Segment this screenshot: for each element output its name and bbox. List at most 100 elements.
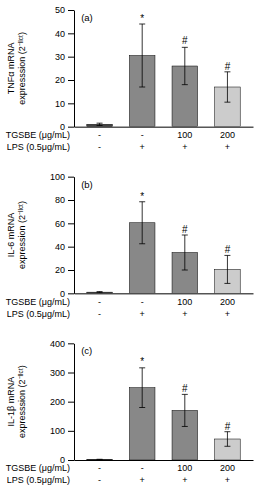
significance-marker: # bbox=[182, 35, 188, 46]
y-axis-line bbox=[74, 344, 75, 461]
y-tick: 400 bbox=[50, 339, 74, 349]
x-axis bbox=[75, 293, 254, 294]
significance-marker: # bbox=[225, 244, 231, 255]
category-label: - bbox=[141, 130, 144, 140]
category-label: + bbox=[182, 475, 187, 485]
y-axis-title: IL-1β mRNAexpresssion (2⁻ᴵᴵᶜᵗ) bbox=[6, 365, 27, 438]
y-tick-label: 20 bbox=[55, 265, 65, 275]
panel-label: (c) bbox=[81, 345, 92, 356]
y-tick-mark bbox=[68, 57, 74, 58]
y-tick-label: 300 bbox=[50, 368, 65, 378]
y-tick-label: 80 bbox=[55, 195, 65, 205]
y-tick-label: 20 bbox=[55, 75, 65, 85]
significance-marker: # bbox=[182, 383, 188, 394]
category-label: - bbox=[98, 297, 101, 307]
category-label: - bbox=[98, 463, 101, 473]
significance-marker: # bbox=[182, 224, 188, 235]
category-label: 100 bbox=[177, 130, 192, 140]
y-tick-label: 50 bbox=[55, 5, 65, 15]
error-bar bbox=[224, 432, 230, 447]
error-bar bbox=[139, 368, 145, 408]
y-axis-line bbox=[74, 11, 75, 128]
y-axis-line bbox=[74, 177, 75, 294]
y-tick-mark bbox=[68, 431, 74, 432]
category-label: - bbox=[141, 463, 144, 473]
y-tick-label: 40 bbox=[55, 242, 65, 252]
significance-marker: # bbox=[225, 421, 231, 432]
category-label: + bbox=[140, 475, 145, 485]
category-label: - bbox=[98, 475, 101, 485]
error-bar bbox=[182, 235, 188, 270]
plot-area bbox=[87, 202, 240, 294]
category-label: 200 bbox=[220, 463, 235, 473]
category-label: - bbox=[98, 142, 101, 152]
category-label: + bbox=[140, 142, 145, 152]
error-bar bbox=[97, 292, 103, 293]
y-tick-mark bbox=[68, 460, 74, 461]
category-label: 200 bbox=[220, 130, 235, 140]
chart: 01020304050*##(a)TNFα mRNAexpresssion (2… bbox=[0, 0, 261, 500]
y-tick-mark bbox=[68, 127, 74, 128]
category-label: + bbox=[182, 142, 187, 152]
category-row-label: TGSBE (μg/mL) bbox=[6, 463, 70, 473]
y-tick-mark bbox=[68, 33, 74, 34]
significance-marker: * bbox=[140, 191, 144, 202]
y-axis: 0100200300400 bbox=[50, 339, 75, 466]
error-bar bbox=[97, 123, 103, 125]
x-axis-line bbox=[75, 293, 254, 294]
y-tick-label: 400 bbox=[50, 339, 65, 349]
y-tick: 10 bbox=[55, 99, 74, 109]
y-axis-title: IL-6 mRNAexpression (2⁻ᴵᴵᶜᵗ) bbox=[6, 201, 27, 269]
category-row-label: LPS (0.5μg/mL) bbox=[7, 309, 70, 319]
y-tick-mark bbox=[68, 10, 74, 11]
y-tick-mark bbox=[68, 200, 74, 201]
significance-marker: # bbox=[225, 61, 231, 72]
significance-marker: * bbox=[140, 13, 144, 24]
category-label: + bbox=[182, 309, 187, 319]
y-tick: 60 bbox=[55, 219, 74, 229]
y-tick-mark bbox=[68, 247, 74, 248]
category-label: 100 bbox=[177, 297, 192, 307]
y-tick-mark bbox=[68, 402, 74, 403]
category-label: + bbox=[225, 475, 230, 485]
y-tick-label: 200 bbox=[50, 397, 65, 407]
y-tick: 300 bbox=[50, 368, 74, 378]
y-tick-label: 10 bbox=[55, 99, 65, 109]
error-bar bbox=[139, 202, 145, 244]
y-tick: 80 bbox=[55, 195, 74, 205]
category-row-label: LPS (0.5μg/mL) bbox=[7, 142, 70, 152]
y-tick: 100 bbox=[50, 426, 74, 436]
y-tick-mark bbox=[68, 223, 74, 224]
x-axis bbox=[75, 127, 254, 128]
y-tick: 100 bbox=[50, 172, 74, 182]
x-axis-line bbox=[75, 460, 254, 461]
y-tick-mark bbox=[68, 103, 74, 104]
y-tick-mark bbox=[68, 373, 74, 374]
y-axis: 01020304050 bbox=[55, 5, 75, 132]
panel: 0100200300400*##(c)IL-1β mRNAexpresssion… bbox=[6, 339, 254, 486]
y-tick: 40 bbox=[55, 29, 74, 39]
y-tick-label: 60 bbox=[55, 219, 65, 229]
category-label: 200 bbox=[220, 297, 235, 307]
panel-label: (b) bbox=[81, 179, 93, 190]
error-bar bbox=[182, 47, 188, 84]
y-tick-mark bbox=[68, 270, 74, 271]
y-axis: 020406080100 bbox=[50, 172, 75, 299]
error-bar bbox=[224, 255, 230, 283]
y-tick-label: 100 bbox=[50, 426, 65, 436]
error-bar bbox=[97, 459, 103, 460]
category-label: + bbox=[225, 142, 230, 152]
y-tick-label: 40 bbox=[55, 29, 65, 39]
y-tick: 30 bbox=[55, 52, 74, 62]
y-axis-title: TNFα mRNAexpresssion (2⁻ᴵᴵᶜᵗ) bbox=[6, 32, 27, 105]
y-tick: 40 bbox=[55, 242, 74, 252]
bar bbox=[87, 292, 113, 293]
plot-area bbox=[87, 24, 240, 127]
bar bbox=[87, 459, 113, 460]
panel: 020406080100*##(b)IL-6 mRNAexpression (2… bbox=[6, 172, 254, 319]
y-tick: 50 bbox=[55, 5, 74, 15]
significance-marker: * bbox=[140, 356, 144, 367]
category-row-label: TGSBE (μg/mL) bbox=[6, 297, 70, 307]
y-tick-mark bbox=[68, 293, 74, 294]
category-label: 100 bbox=[177, 463, 192, 473]
